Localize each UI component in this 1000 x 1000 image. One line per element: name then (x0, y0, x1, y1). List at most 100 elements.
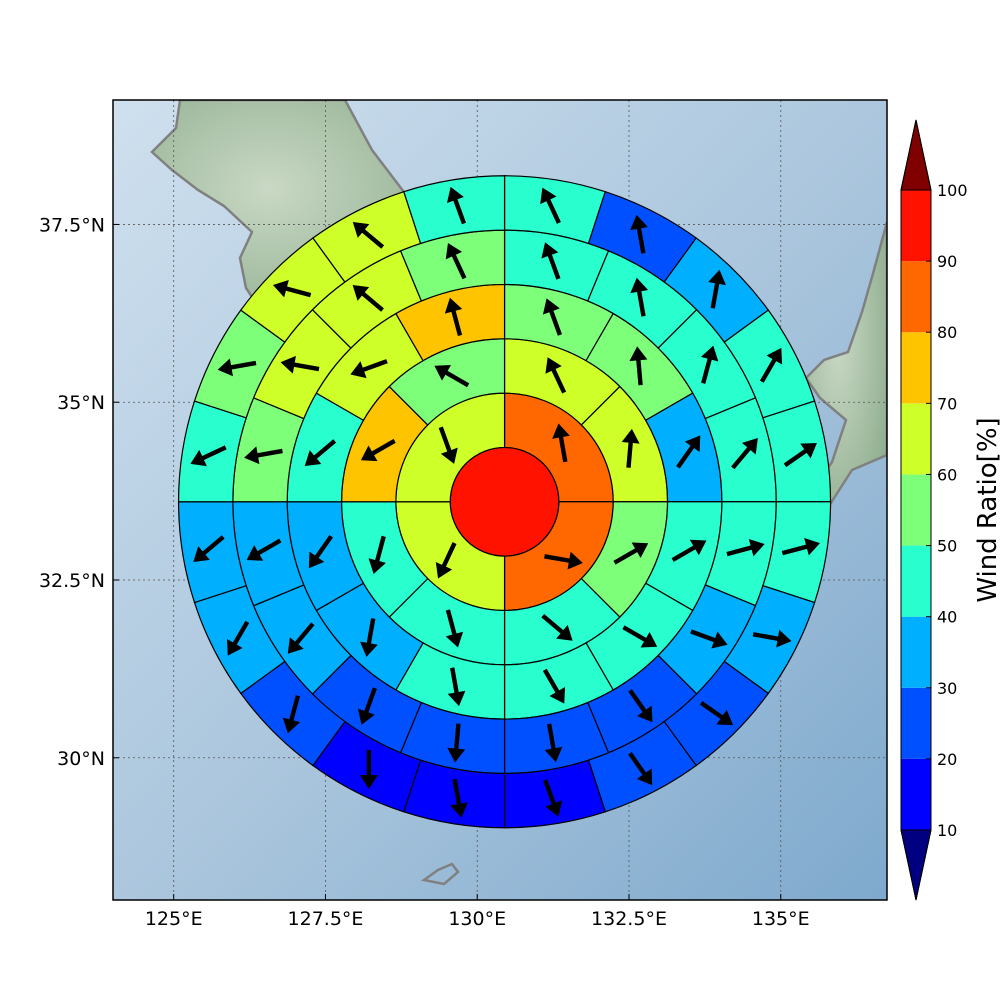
x-tick-label: 135°E (752, 908, 810, 930)
wind-arrow-shape (544, 551, 583, 570)
colorbar-tick-label: 70 (937, 394, 957, 413)
wind-arrow-shape (360, 438, 396, 462)
wind-arrow (280, 355, 320, 374)
colorbar-segment (901, 332, 931, 404)
wind-arrow-shape (360, 618, 378, 657)
wind-arrow-shape (628, 689, 653, 723)
wind-arrow-shape (246, 538, 282, 561)
colorbar-segment (901, 190, 931, 262)
y-tick-label: 37.5°N (39, 214, 105, 236)
y-tick-label: 35°N (57, 392, 105, 414)
wind-arrow (628, 689, 653, 723)
wind-arrow-shape (752, 629, 792, 648)
wind-arrow (217, 358, 257, 377)
colorbar-segment (901, 261, 931, 333)
colorbar-tick-label: 10 (937, 821, 957, 840)
colorbar-segment (901, 545, 931, 617)
wind-arrow-shape (435, 542, 457, 579)
colorbar-tick-label: 100 (937, 181, 968, 200)
wind-arrow-shape (350, 359, 388, 379)
wind-arrow (541, 614, 573, 641)
wind-arrow (708, 269, 726, 309)
colorbar-segment (901, 758, 931, 830)
wind-arrow (444, 297, 463, 337)
wind-arrow (544, 723, 563, 763)
wind-arrow-shape (357, 687, 377, 725)
wind-arrow (435, 542, 457, 579)
wind-arrow (360, 618, 378, 657)
wind-arrow (447, 667, 466, 707)
wind-arrow (613, 542, 649, 565)
x-axis-ticks: 125°E 127.5°E 130°E 132.5°E 135°E (145, 894, 810, 930)
y-axis-ticks: 30°N 32.5°N 35°N 37.5°N (39, 214, 119, 770)
wind-arrow-shape (545, 357, 567, 394)
colorbar-segment (901, 687, 931, 759)
colorbar-tick-label: 60 (937, 465, 957, 484)
map-frame (112, 99, 888, 901)
wind-arrow (357, 687, 377, 725)
wind-arrow (446, 186, 467, 225)
wind-arrow-shape (783, 442, 817, 468)
wind-arrow (700, 345, 719, 384)
wind-arrow-shape (352, 222, 385, 249)
wind-arrow-shape (621, 428, 640, 468)
wind-arrow-shape (541, 614, 573, 641)
wind-arrow-shape (193, 535, 225, 563)
colorbar-label: Wind Ratio[%] (973, 417, 1000, 602)
wind-arrow-shape (445, 609, 464, 648)
wind-arrows (190, 186, 820, 818)
wind-arrow-shape (630, 214, 648, 254)
wind-arrow-shape (540, 187, 561, 224)
wind-arrow-shape (447, 723, 466, 763)
colorbar-tick-label: 90 (937, 252, 957, 271)
wind-arrow (759, 347, 783, 383)
wind-arrow (545, 357, 567, 394)
wind-arrow (450, 778, 468, 818)
y-tick-label: 30°N (57, 748, 105, 770)
wind-arrow-shape (622, 625, 658, 648)
wind-arrow (359, 750, 378, 790)
colorbar-tick-label: 80 (937, 323, 957, 342)
wind-arrow (282, 695, 301, 734)
sector-cell (403, 175, 506, 245)
colorbar-tick-label: 20 (937, 750, 957, 769)
wind-arrow (246, 538, 282, 561)
wind-arrow (671, 539, 707, 562)
wind-arrow (630, 277, 649, 317)
wind-arrow (352, 284, 384, 312)
wind-arrow (542, 298, 562, 336)
wind-arrow-shape (438, 426, 458, 464)
wind-arrow (350, 359, 388, 379)
wind-arrow-shape (226, 620, 250, 656)
wind-arrow-shape (217, 358, 257, 377)
wind-arrow-shape (244, 446, 283, 465)
wind-arrow (541, 242, 561, 280)
wind-arrow (676, 435, 701, 469)
wind-arrow-shape (759, 347, 783, 383)
wind-arrow-shape (287, 622, 315, 654)
wind-arrow (544, 551, 583, 570)
wind-arrow-shape (542, 298, 562, 336)
wind-arrow (226, 620, 250, 656)
wind-arrow (272, 279, 312, 298)
wind-arrow (434, 364, 470, 388)
wind-arrow-shape (781, 538, 820, 556)
wind-arrow-shape (352, 284, 384, 312)
wind-arrow-shape (690, 629, 728, 649)
y-tick-label: 32.5°N (39, 570, 105, 592)
wind-arrow-shape (700, 345, 719, 384)
wind-arrow (190, 445, 227, 467)
x-tick-label: 130°E (448, 908, 506, 930)
wind-arrow-shape (544, 723, 563, 763)
wind-arrow-shape (308, 534, 333, 569)
wind-arrow-shape (190, 445, 227, 467)
wind-arrow (628, 752, 653, 786)
wind-arrow-shape (368, 535, 386, 575)
colorbar-segment (901, 616, 931, 688)
wind-arrow (690, 629, 728, 649)
wind-arrow (368, 535, 386, 575)
wind-arrow-shape (450, 778, 468, 818)
wind-arrow (783, 442, 817, 468)
japan-landmass (803, 221, 887, 523)
